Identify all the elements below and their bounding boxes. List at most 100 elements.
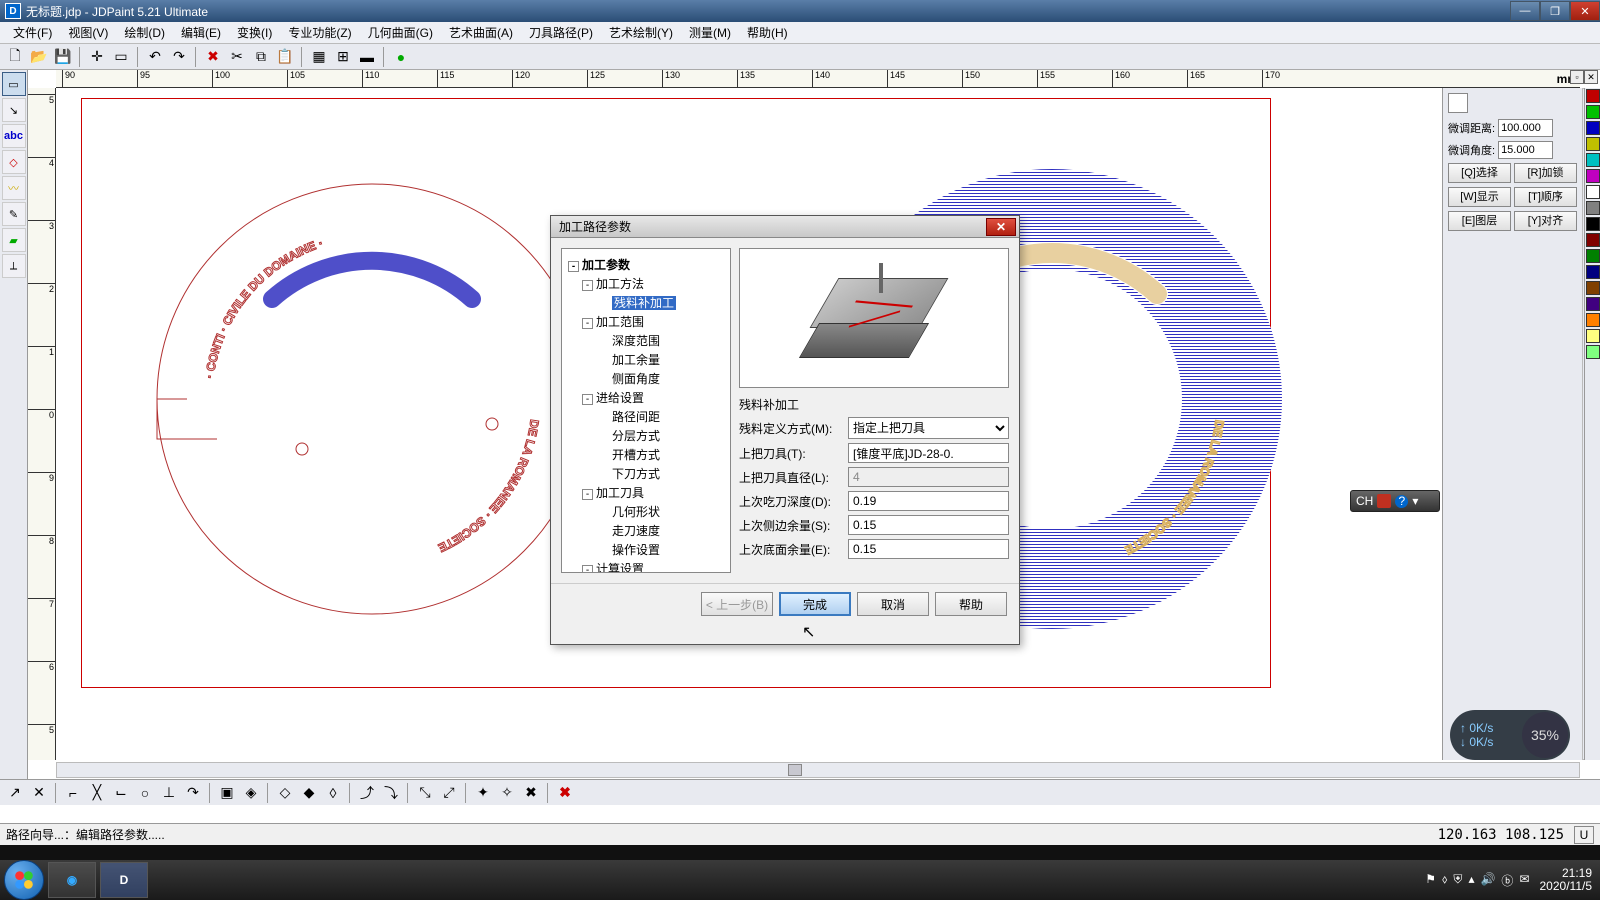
bt-2-icon[interactable]: ✕ (28, 782, 50, 804)
select-icon[interactable]: ▭ (110, 46, 132, 68)
param-input[interactable] (848, 515, 1009, 535)
open-icon[interactable]: 📂 (28, 46, 50, 68)
maximize-button[interactable]: ❐ (1540, 1, 1570, 21)
rp-btn-align[interactable]: [Y]对齐 (1514, 211, 1577, 231)
prev-button[interactable]: < 上一步(B) (701, 592, 773, 616)
bt-5-icon[interactable]: ⌙ (110, 782, 132, 804)
line-tool-icon[interactable]: ↘ (2, 98, 26, 122)
param-input[interactable] (848, 443, 1009, 463)
tree-group[interactable]: -加工刀具 (568, 483, 724, 502)
param-input[interactable] (848, 539, 1009, 559)
help-button[interactable]: 帮助 (935, 592, 1007, 616)
tree-item[interactable]: 加工余量 (568, 350, 724, 369)
tray-icons[interactable]: ⚑ ⬨ ⛨ ▴ 🔊 ⓑ ✉ (1425, 872, 1529, 889)
grid-icon[interactable]: ▦ (308, 46, 330, 68)
cancel-button[interactable]: 取消 (857, 592, 929, 616)
fill-tool-icon[interactable]: ▰ (2, 228, 26, 252)
tray-flag-icon[interactable]: ⚑ (1425, 872, 1436, 889)
measure-tool-icon[interactable]: ⟂ (2, 254, 26, 278)
curve-tool-icon[interactable]: 〰 (2, 176, 26, 200)
start-button[interactable] (4, 860, 44, 900)
menu-file[interactable]: 文件(F) (5, 22, 60, 43)
rp-btn-lock[interactable]: [R]加锁 (1514, 163, 1577, 183)
tree-group[interactable]: -加工方法 (568, 274, 724, 293)
color-swatch[interactable] (1586, 345, 1600, 359)
bt-del-icon[interactable]: ✖ (554, 782, 576, 804)
pen-tool-icon[interactable]: ✎ (2, 202, 26, 226)
bt-3-icon[interactable]: ⌐ (62, 782, 84, 804)
rect-tool-icon[interactable]: ◇ (2, 150, 26, 174)
menu-help[interactable]: 帮助(H) (739, 22, 796, 43)
close-button[interactable]: ✕ (1570, 1, 1600, 21)
layer-icon[interactable]: ▬ (356, 46, 378, 68)
dist-input[interactable] (1498, 119, 1553, 137)
param-select[interactable]: 指定上把刀具 (848, 417, 1009, 439)
color-swatch[interactable] (1586, 313, 1600, 327)
bt-11-icon[interactable]: ◇ (274, 782, 296, 804)
tree-item[interactable]: 几何形状 (568, 502, 724, 521)
bt-4-icon[interactable]: ╳ (86, 782, 108, 804)
panel-icon[interactable] (1448, 93, 1468, 113)
tree-item[interactable]: 分层方式 (568, 426, 724, 445)
tree-item[interactable]: 路径间距 (568, 407, 724, 426)
tree-item[interactable]: 下刀方式 (568, 464, 724, 483)
pointer-tool-icon[interactable]: ▭ (2, 72, 26, 96)
status-unit[interactable]: U (1574, 826, 1594, 844)
minimize-button[interactable]: — (1510, 1, 1540, 21)
bt-7-icon[interactable]: ⊥ (158, 782, 180, 804)
menu-toolpath[interactable]: 刀具路径(P) (521, 22, 601, 43)
snap-icon[interactable]: ⊞ (332, 46, 354, 68)
bt-8-icon[interactable]: ↷ (182, 782, 204, 804)
color-swatch[interactable] (1586, 233, 1600, 247)
clock[interactable]: 21:19 2020/11/5 (1540, 867, 1593, 893)
bt-15-icon[interactable]: ⤵ (380, 782, 402, 804)
ruler-btn-1[interactable]: ▫ (1570, 70, 1584, 84)
tray-shield-icon[interactable]: ⛨ (1453, 872, 1462, 889)
color-swatch[interactable] (1586, 185, 1600, 199)
ime-help-icon[interactable]: ? (1395, 495, 1408, 508)
tree-item[interactable]: 深度范围 (568, 331, 724, 350)
bt-17-icon[interactable]: ⤢ (438, 782, 460, 804)
color-swatch[interactable] (1586, 153, 1600, 167)
menu-artdraw[interactable]: 艺术绘制(Y) (601, 22, 681, 43)
ime-menu-icon[interactable]: ▾ (1412, 494, 1418, 508)
scrollbar-horizontal[interactable] (56, 762, 1580, 778)
bt-13-icon[interactable]: ◊ (322, 782, 344, 804)
rp-btn-layer[interactable]: [E]图层 (1448, 211, 1511, 231)
tree-item[interactable]: 侧面角度 (568, 369, 724, 388)
tree-item[interactable]: 残料补加工 (568, 293, 724, 312)
bt-1-icon[interactable]: ↗ (4, 782, 26, 804)
bt-19-icon[interactable]: ✧ (496, 782, 518, 804)
bt-18-icon[interactable]: ✦ (472, 782, 494, 804)
color-swatch[interactable] (1586, 105, 1600, 119)
menu-edit[interactable]: 编辑(E) (173, 22, 229, 43)
bt-6-icon[interactable]: ○ (134, 782, 156, 804)
tree-group[interactable]: -加工范围 (568, 312, 724, 331)
menu-view[interactable]: 视图(V) (60, 22, 116, 43)
tree-group[interactable]: -计算设置 (568, 559, 724, 573)
tray-vol-icon[interactable]: 🔊 (1480, 872, 1495, 889)
ime-bar[interactable]: CH ? ▾ (1350, 490, 1440, 512)
rp-btn-select[interactable]: [Q]选择 (1448, 163, 1511, 183)
color-swatch[interactable] (1586, 169, 1600, 183)
cut-icon[interactable]: ✂ (226, 46, 248, 68)
menu-measure[interactable]: 测量(M) (681, 22, 739, 43)
tree-item[interactable]: 走刀速度 (568, 521, 724, 540)
tree-item[interactable]: 操作设置 (568, 540, 724, 559)
menu-transform[interactable]: 变换(I) (229, 22, 280, 43)
undo-icon[interactable]: ↶ (144, 46, 166, 68)
param-input[interactable] (848, 491, 1009, 511)
color-swatch[interactable] (1586, 217, 1600, 231)
color-swatch[interactable] (1586, 137, 1600, 151)
task-app-1[interactable]: ◉ (48, 862, 96, 898)
scrollbar-h-thumb[interactable] (788, 764, 802, 776)
rp-btn-order[interactable]: [T]顺序 (1514, 187, 1577, 207)
tree-group[interactable]: -进给设置 (568, 388, 724, 407)
ruler-btn-2[interactable]: ✕ (1584, 70, 1598, 84)
paste-icon[interactable]: 📋 (274, 46, 296, 68)
finish-button[interactable]: 完成 (779, 592, 851, 616)
copy-icon[interactable]: ⧉ (250, 46, 272, 68)
new-icon[interactable]: 🗋 (4, 46, 26, 68)
delete-icon[interactable]: ✖ (202, 46, 224, 68)
bt-20-icon[interactable]: ✖ (520, 782, 542, 804)
